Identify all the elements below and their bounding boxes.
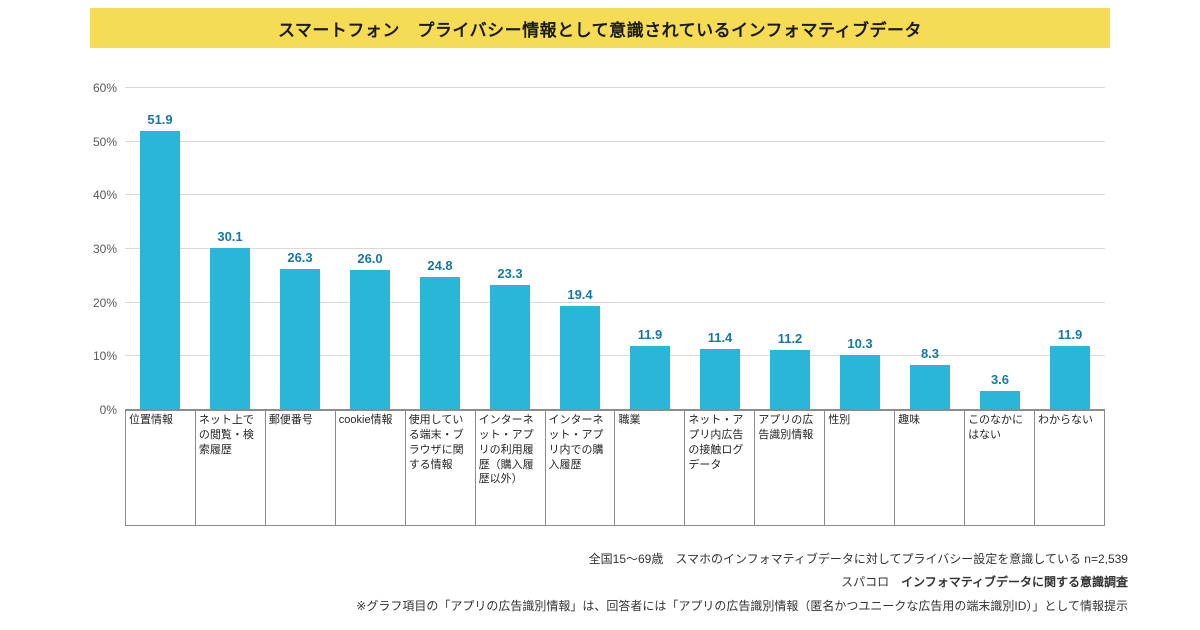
bar-value-label: 23.3 xyxy=(497,265,523,281)
bar xyxy=(980,390,1020,410)
y-axis-tick-label: 50% xyxy=(92,134,117,149)
bar-value-label: 8.3 xyxy=(920,346,940,362)
footnotes: 全国15～69歳 スマホのインフォマティブデータに対してプライバシー設定を意識し… xyxy=(356,548,1128,618)
footnote-source: スパコロ インフォマティブデータに関する意識調査 xyxy=(356,571,1128,594)
category-cell: 使用している端末・ブラウザに関する情報 xyxy=(405,410,476,526)
bar xyxy=(140,131,180,410)
y-axis-tick-label: 60% xyxy=(92,81,117,95)
bar-column: 11.9 xyxy=(1035,88,1105,410)
y-axis-tick-label: 10% xyxy=(92,349,117,364)
bar-column: 10.3 xyxy=(825,88,895,410)
bar xyxy=(210,248,250,410)
gridline xyxy=(125,248,1105,249)
category-cell: わからない xyxy=(1034,410,1105,526)
bar-column: 11.9 xyxy=(615,88,685,410)
bar-value-label: 11.4 xyxy=(707,329,733,345)
bar xyxy=(840,354,880,410)
gridline xyxy=(125,355,1105,357)
page-title: スマートフォン プライバシー情報として意識されているインフォマティブデータ xyxy=(277,20,923,40)
bar-column: 23.3 xyxy=(475,88,545,410)
bar xyxy=(770,349,810,410)
category-cell: インターネット・アプリの利用履歴（購入履歴以外） xyxy=(475,410,546,526)
bar-column: 51.9 xyxy=(125,88,195,410)
gridline xyxy=(125,194,1105,196)
bar-value-label: 24.8 xyxy=(427,257,453,273)
category-cell: ネット・アプリ内広告の接触ログデータ xyxy=(685,410,756,526)
gridline xyxy=(125,87,1105,88)
category-cell: ネット上での閲覧・検索履歴 xyxy=(195,410,266,526)
bar-value-label: 11.9 xyxy=(637,327,663,343)
bar-column: 26.3 xyxy=(265,88,335,410)
category-cell: インターネット・アプリ内での購入履歴 xyxy=(545,410,616,526)
title-banner: スマートフォン プライバシー情報として意識されているインフォマティブデータ xyxy=(90,8,1110,48)
bar-value-label: 30.1 xyxy=(217,229,243,245)
bar xyxy=(420,276,460,410)
category-cell: 職業 xyxy=(615,410,686,526)
category-cell: アプリの広告識別情報 xyxy=(755,410,826,526)
footnote-note: ※グラフ項目の「アプリの広告識別情報」は、回答者には「アプリの広告識別情報（匿名… xyxy=(356,598,1128,613)
bar-value-label: 10.3 xyxy=(847,335,873,351)
category-axis: 位置情報 ネット上での閲覧・検索履歴 郵便番号 cookie情報 使用している端末・ブラ… xyxy=(125,410,1105,526)
bar xyxy=(910,365,950,410)
footnote-source-title: インフォマティブデータに関する意識調査 xyxy=(901,575,1128,590)
bar xyxy=(350,270,390,410)
bar-column: 3.6 xyxy=(965,88,1035,410)
y-axis-tick-label: 0% xyxy=(99,403,117,417)
bars-row: 51.9 30.1 26.3 26.0 24.8 23.3 19.4 11.9 11.4 11.2… xyxy=(125,88,1105,410)
bar xyxy=(560,305,600,410)
bar xyxy=(1050,346,1090,410)
category-cell: 趣味 xyxy=(895,410,966,526)
footnote-source-prefix: スパコロ xyxy=(841,575,902,590)
bar-value-label: 26.3 xyxy=(287,249,313,265)
y-axis-tick-label: 30% xyxy=(92,242,117,256)
category-cell: 性別 xyxy=(825,410,896,526)
bar-value-label: 11.9 xyxy=(1057,327,1083,343)
gridline xyxy=(125,301,1105,303)
bar-column: 19.4 xyxy=(545,88,615,410)
bar xyxy=(630,346,670,410)
category-cell: 位置情報 xyxy=(125,410,196,526)
category-cell: 郵便番号 xyxy=(265,410,336,526)
y-axis-tick-label: 40% xyxy=(92,188,117,203)
bar xyxy=(280,268,320,410)
plot-area: 51.9 30.1 26.3 26.0 24.8 23.3 19.4 11.9 11.4 11.2… xyxy=(93,81,1105,417)
x-axis-line xyxy=(125,409,1105,410)
category-cell: このなかにはない xyxy=(965,410,1035,526)
bar-column: 26.0 xyxy=(335,88,405,410)
category-cell: cookie情報 xyxy=(335,410,406,526)
bar-column: 30.1 xyxy=(195,88,265,410)
bar-value-label: 11.2 xyxy=(777,330,803,346)
bar xyxy=(490,284,530,410)
bar-column: 8.3 xyxy=(895,88,965,410)
bar xyxy=(700,348,740,410)
bar-chart: 51.9 30.1 26.3 26.0 24.8 23.3 19.4 11.9 11.4 11.2… xyxy=(70,81,1115,526)
bar-column: 11.4 xyxy=(685,88,755,410)
bar-column: 11.2 xyxy=(755,88,825,410)
footnote-sample: 全国15～69歳 スマホのインフォマティブデータに対してプライバシー設定を意識し… xyxy=(588,552,1128,566)
y-axis-tick-label: 20% xyxy=(92,295,117,310)
gridline xyxy=(125,140,1105,142)
bar-column: 24.8 xyxy=(405,88,475,410)
bar-value-label: 26.0 xyxy=(357,251,383,267)
bar-value-label: 19.4 xyxy=(567,286,593,302)
bar-value-label: 3.6 xyxy=(990,371,1010,387)
bar-value-label: 51.9 xyxy=(147,112,173,128)
